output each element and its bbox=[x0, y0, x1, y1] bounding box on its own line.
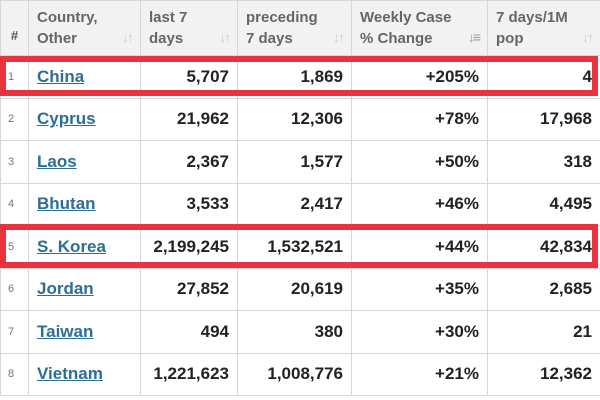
last-7-days-cell: 3,533 bbox=[140, 182, 238, 226]
row-number: 8 bbox=[0, 352, 29, 396]
sort-arrows-icon[interactable]: ↓↑ bbox=[122, 29, 134, 45]
table-row: 6 Jordan 27,852 20,619 +35% 2,685 bbox=[0, 267, 600, 311]
preceding-7-days-cell: 12,306 bbox=[237, 97, 352, 141]
country-link[interactable]: China bbox=[37, 66, 85, 86]
column-header-last-7-days-line1: last 7 bbox=[149, 9, 188, 26]
column-header-per-million[interactable]: 7 days/1M pop ↓↑ bbox=[487, 0, 600, 56]
column-header-last-7-days-line2: days bbox=[149, 30, 184, 47]
country-link[interactable]: Jordan bbox=[37, 279, 94, 299]
column-header-weekly-change-line2: % Change bbox=[360, 30, 433, 47]
last-7-days-cell: 2,199,245 bbox=[140, 225, 238, 269]
row-number: 5 bbox=[0, 225, 29, 269]
column-header-country-line2: Other bbox=[37, 30, 78, 47]
per-million-cell: 4 bbox=[487, 55, 600, 99]
weekly-change-cell: +35% bbox=[351, 267, 488, 311]
country-cell: S. Korea bbox=[28, 225, 141, 269]
table-row: 2 Cyprus 21,962 12,306 +78% 17,968 bbox=[0, 97, 600, 141]
country-link[interactable]: Vietnam bbox=[37, 364, 103, 384]
preceding-7-days-cell: 1,869 bbox=[237, 55, 352, 99]
column-header-country[interactable]: Country, Other ↓↑ bbox=[28, 0, 141, 56]
column-header-preceding-7-days-line1: preceding bbox=[246, 9, 318, 26]
country-link[interactable]: Taiwan bbox=[37, 321, 94, 341]
country-cell: Taiwan bbox=[28, 310, 141, 354]
country-cell: Jordan bbox=[28, 267, 141, 311]
country-cell: Bhutan bbox=[28, 182, 141, 226]
row-number: 4 bbox=[0, 182, 29, 226]
weekly-change-cell: +21% bbox=[351, 352, 488, 396]
last-7-days-cell: 1,221,623 bbox=[140, 352, 238, 396]
weekly-change-cell: +78% bbox=[351, 97, 488, 141]
last-7-days-cell: 5,707 bbox=[140, 55, 238, 99]
last-7-days-cell: 2,367 bbox=[140, 140, 238, 184]
country-cell: Vietnam bbox=[28, 352, 141, 396]
column-header-weekly-change[interactable]: Weekly Case % Change ↓≡ bbox=[351, 0, 488, 56]
per-million-cell: 318 bbox=[487, 140, 600, 184]
sort-arrows-icon[interactable]: ↓↑ bbox=[333, 29, 345, 45]
preceding-7-days-cell: 20,619 bbox=[237, 267, 352, 311]
column-header-last-7-days[interactable]: last 7 days ↓↑ bbox=[140, 0, 238, 56]
column-header-number-label: # bbox=[10, 27, 19, 43]
table-row: 5 S. Korea 2,199,245 1,532,521 +44% 42,8… bbox=[0, 225, 600, 269]
sort-arrows-icon[interactable]: ↓↑ bbox=[582, 29, 594, 45]
country-cell: China bbox=[28, 55, 141, 99]
country-link[interactable]: S. Korea bbox=[37, 236, 106, 256]
per-million-cell: 4,495 bbox=[487, 182, 600, 226]
row-number: 6 bbox=[0, 267, 29, 311]
last-7-days-cell: 27,852 bbox=[140, 267, 238, 311]
table-row: 3 Laos 2,367 1,577 +50% 318 bbox=[0, 140, 600, 184]
country-link[interactable]: Bhutan bbox=[37, 194, 96, 214]
per-million-cell: 21 bbox=[487, 310, 600, 354]
preceding-7-days-cell: 1,577 bbox=[237, 140, 352, 184]
preceding-7-days-cell: 380 bbox=[237, 310, 352, 354]
country-cell: Cyprus bbox=[28, 97, 141, 141]
column-header-country-line1: Country, bbox=[37, 9, 98, 26]
table-row: 7 Taiwan 494 380 +30% 21 bbox=[0, 310, 600, 354]
last-7-days-cell: 494 bbox=[140, 310, 238, 354]
column-header-per-million-line1: 7 days/1M bbox=[496, 9, 568, 26]
column-header-preceding-7-days-line2: 7 days bbox=[246, 30, 293, 47]
row-number: 2 bbox=[0, 97, 29, 141]
country-link[interactable]: Laos bbox=[37, 151, 77, 171]
weekly-change-cell: +44% bbox=[351, 225, 488, 269]
per-million-cell: 2,685 bbox=[487, 267, 600, 311]
weekly-change-cell: +30% bbox=[351, 310, 488, 354]
sort-arrows-icon[interactable]: ↓↑ bbox=[219, 29, 231, 45]
preceding-7-days-cell: 2,417 bbox=[237, 182, 352, 226]
preceding-7-days-cell: 1,008,776 bbox=[237, 352, 352, 396]
per-million-cell: 17,968 bbox=[487, 97, 600, 141]
per-million-cell: 42,834 bbox=[487, 225, 600, 269]
column-header-per-million-line2: pop bbox=[496, 30, 524, 47]
last-7-days-cell: 21,962 bbox=[140, 97, 238, 141]
preceding-7-days-cell: 1,532,521 bbox=[237, 225, 352, 269]
column-header-preceding-7-days[interactable]: preceding 7 days ↓↑ bbox=[237, 0, 352, 56]
row-number: 1 bbox=[0, 55, 29, 99]
header-row: # Country, Other ↓↑ last 7 days ↓↑ prece… bbox=[0, 0, 600, 56]
table-row: 8 Vietnam 1,221,623 1,008,776 +21% 12,36… bbox=[0, 352, 600, 396]
row-number: 7 bbox=[0, 310, 29, 354]
country-link[interactable]: Cyprus bbox=[37, 109, 96, 129]
sort-descending-icon[interactable]: ↓≡ bbox=[467, 29, 481, 45]
table-row: 4 Bhutan 3,533 2,417 +46% 4,495 bbox=[0, 182, 600, 226]
column-header-weekly-change-line1: Weekly Case bbox=[360, 9, 452, 26]
table-row: 1 China 5,707 1,869 +205% 4 bbox=[0, 55, 600, 99]
column-header-number[interactable]: # bbox=[0, 0, 29, 56]
per-million-cell: 12,362 bbox=[487, 352, 600, 396]
country-cell: Laos bbox=[28, 140, 141, 184]
weekly-change-cell: +46% bbox=[351, 182, 488, 226]
weekly-change-cell: +205% bbox=[351, 55, 488, 99]
weekly-change-cell: +50% bbox=[351, 140, 488, 184]
row-number: 3 bbox=[0, 140, 29, 184]
